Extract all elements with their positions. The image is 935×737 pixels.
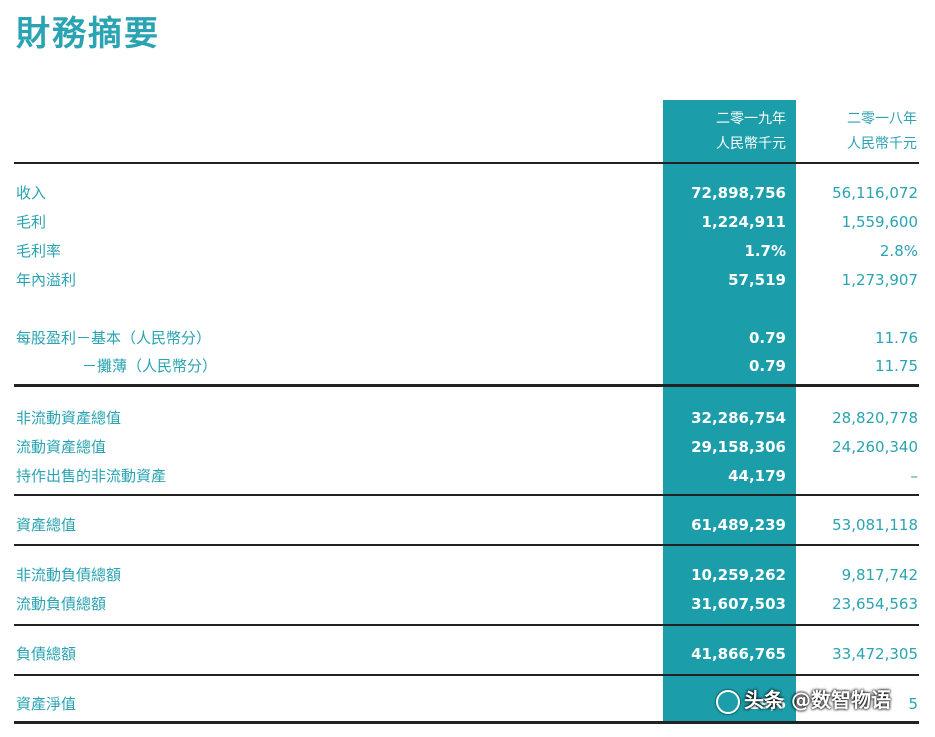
watermark-text: 头条 @数智物语 xyxy=(744,688,891,712)
value-2019: 0.79 xyxy=(748,357,786,375)
header-2019-unit: 人民幣千元 xyxy=(716,136,786,152)
value-2019: 19,6 xyxy=(748,695,786,713)
value-2019: 32,286,754 xyxy=(691,409,786,427)
value-2019: 61,489,239 xyxy=(691,516,786,534)
table-row: 毛利 1,224,911 1,559,600 xyxy=(0,208,935,236)
row-label: 非流動負債總額 xyxy=(16,566,122,584)
value-2018: 33,472,305 xyxy=(832,645,918,663)
rule-header xyxy=(14,162,919,164)
row-label: 毛利率 xyxy=(16,242,62,260)
value-2018: 53,081,118 xyxy=(832,516,918,534)
table-row: 毛利率 1.7% 2.8% xyxy=(0,237,935,265)
table-row: －攤薄（人民幣分） 0.79 11.75 xyxy=(0,352,935,380)
value-2018: 11.76 xyxy=(875,329,918,347)
value-2018: 11.75 xyxy=(875,357,918,375)
value-2018: 5 xyxy=(908,695,918,713)
table-row: 每股盈利－基本（人民幣分） 0.79 11.76 xyxy=(0,324,935,352)
value-2018: 24,260,340 xyxy=(832,438,918,456)
table-row: 非流動負債總額 10,259,262 9,817,742 xyxy=(0,561,935,589)
value-2018: 1,273,907 xyxy=(841,271,918,289)
page-title: 財務摘要 xyxy=(16,14,160,54)
fy2019-highlight-column xyxy=(663,100,796,723)
rule-after-total-assets xyxy=(14,544,919,546)
header-2019-year: 二零一九年 xyxy=(716,111,786,127)
table-row: 負債總額 41,866,765 33,472,305 xyxy=(0,640,935,668)
row-label: 每股盈利－基本（人民幣分） xyxy=(16,329,212,347)
value-2018: 23,654,563 xyxy=(832,595,918,613)
row-label: 毛利 xyxy=(16,213,47,231)
rule-bottom xyxy=(14,721,919,724)
table-row: 持作出售的非流動資產 44,179 – xyxy=(0,462,935,490)
value-2019: 29,158,306 xyxy=(691,438,786,456)
value-2018: 56,116,072 xyxy=(832,184,918,202)
rule-after-total-liabilities xyxy=(14,674,919,676)
value-2018: – xyxy=(910,467,919,485)
table-row: 流動負債總額 31,607,503 23,654,563 xyxy=(0,590,935,618)
rule-after-current-liabilities xyxy=(14,624,919,626)
header-2019: 二零一九年 人民幣千元 xyxy=(653,107,786,157)
header-2018: 二零一八年 人民幣千元 xyxy=(784,107,917,157)
toutiao-logo-icon xyxy=(716,689,740,714)
value-2019: 0.79 xyxy=(748,329,786,347)
value-2019: 41,866,765 xyxy=(691,645,786,663)
header-2018-year: 二零一八年 xyxy=(847,111,917,127)
table-row: 資產淨值 19,6 5 xyxy=(0,690,935,718)
value-2019: 31,607,503 xyxy=(691,595,786,613)
row-label: 負債總額 xyxy=(16,645,77,663)
row-label: －攤薄（人民幣分） xyxy=(82,357,218,375)
value-2019: 44,179 xyxy=(728,467,786,485)
value-2019: 10,259,262 xyxy=(691,566,786,584)
row-label: 流動負債總額 xyxy=(16,595,107,613)
table-row: 非流動資產總值 32,286,754 28,820,778 xyxy=(0,404,935,432)
value-2019: 57,519 xyxy=(728,271,786,289)
table-row: 年內溢利 57,519 1,273,907 xyxy=(0,266,935,294)
row-label: 非流動資產總值 xyxy=(16,409,122,427)
value-2018: 9,817,742 xyxy=(841,566,918,584)
table-row: 資產總值 61,489,239 53,081,118 xyxy=(0,511,935,539)
row-label: 收入 xyxy=(16,184,47,202)
header-2018-unit: 人民幣千元 xyxy=(847,136,917,152)
value-2018: 28,820,778 xyxy=(832,409,918,427)
rule-after-eps xyxy=(14,384,919,387)
row-label: 持作出售的非流動資產 xyxy=(16,467,167,485)
value-2019: 1.7% xyxy=(744,242,786,260)
value-2018: 1,559,600 xyxy=(841,213,918,231)
row-label: 年內溢利 xyxy=(16,271,77,289)
rule-after-current-assets xyxy=(14,494,919,496)
table-row: 流動資產總值 29,158,306 24,260,340 xyxy=(0,433,935,461)
value-2018: 2.8% xyxy=(879,242,918,260)
row-label: 流動資產總值 xyxy=(16,438,107,456)
row-label: 資產淨值 xyxy=(16,695,77,713)
value-2019: 72,898,756 xyxy=(691,184,786,202)
table-row: 收入 72,898,756 56,116,072 xyxy=(0,179,935,207)
value-2019: 1,224,911 xyxy=(701,213,786,231)
row-label: 資產總值 xyxy=(16,516,77,534)
watermark: 头条 @数智物语 xyxy=(716,684,891,714)
